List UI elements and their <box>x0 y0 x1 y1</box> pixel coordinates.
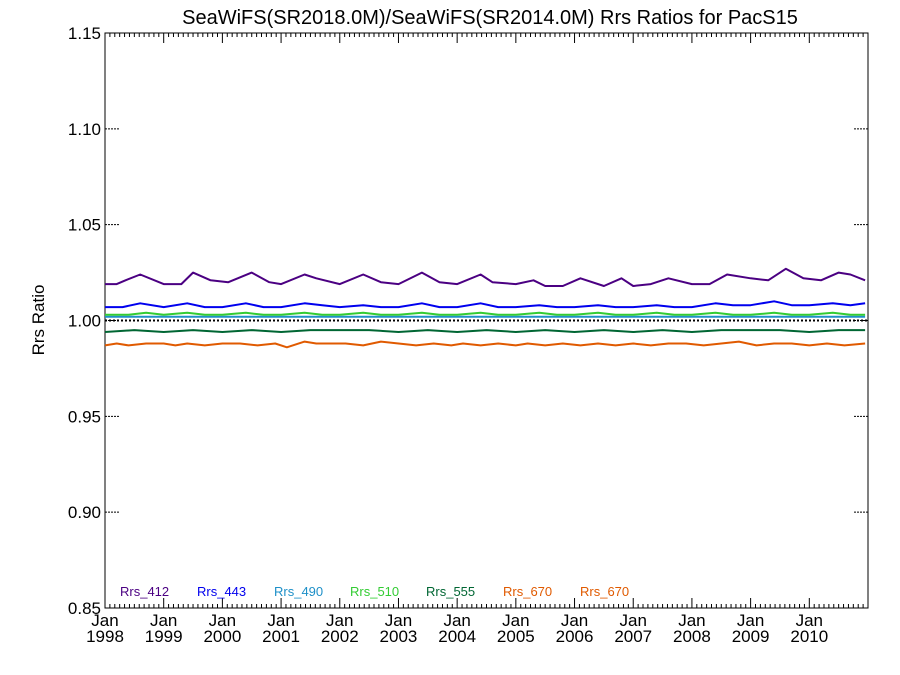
x-tick-label-year: 2010 <box>790 627 828 646</box>
y-tick-label: 1.15 <box>68 24 101 43</box>
x-tick-label-month: Jan <box>326 611 353 630</box>
series-line-rrs-443 <box>105 300 866 309</box>
x-tick-label-month: Jan <box>502 611 529 630</box>
y-axis-label: Rrs Ratio <box>29 285 48 356</box>
x-tick-label-year: 2002 <box>321 627 359 646</box>
x-tick-label-year: 2001 <box>262 627 300 646</box>
x-tick-label-year: 1998 <box>86 627 124 646</box>
x-tick-label-year: 2005 <box>497 627 535 646</box>
series-line-rrs-670 <box>104 340 866 349</box>
series-line-rrs-555 <box>104 329 866 333</box>
series-line-rrs-510 <box>105 311 866 316</box>
y-tick-label: 1.10 <box>68 120 101 139</box>
y-tick-label: 1.05 <box>68 216 101 235</box>
x-tick-label-month: Jan <box>443 611 470 630</box>
legend-item: Rrs_670 <box>503 584 552 599</box>
x-tick-label-month: Jan <box>561 611 588 630</box>
legend-item: Rrs_670 <box>580 584 629 599</box>
y-tick-label: 0.85 <box>68 599 101 618</box>
x-tick-label-year: 2003 <box>380 627 418 646</box>
y-tick-label: 1.00 <box>68 312 101 331</box>
y-tick-label: 0.90 <box>68 503 101 522</box>
legend-item: Rrs_510 <box>350 584 399 599</box>
legend-item: Rrs_412 <box>120 584 169 599</box>
x-tick-label-month: Jan <box>209 611 236 630</box>
plot-area: 0.850.900.951.001.051.101.15Jan1998Jan19… <box>68 24 869 646</box>
legend-item: Rrs_555 <box>426 584 475 599</box>
x-tick-label-year: 2000 <box>203 627 241 646</box>
legend-item: Rrs_490 <box>274 584 323 599</box>
x-tick-label-year: 2006 <box>556 627 594 646</box>
x-tick-label-month: Jan <box>267 611 294 630</box>
x-tick-label-month: Jan <box>620 611 647 630</box>
legend-item: Rrs_443 <box>197 584 246 599</box>
x-tick-label-year: 2008 <box>673 627 711 646</box>
chart-title: SeaWiFS(SR2018.0M)/SeaWiFS(SR2014.0M) Rr… <box>182 7 798 29</box>
x-tick-label-year: 2009 <box>732 627 770 646</box>
x-tick-label-year: 2004 <box>438 627 476 646</box>
x-tick-label-month: Jan <box>796 611 823 630</box>
x-tick-label-year: 1999 <box>145 627 183 646</box>
x-tick-label-month: Jan <box>91 611 118 630</box>
x-tick-label-month: Jan <box>737 611 764 630</box>
x-tick-label-month: Jan <box>385 611 412 630</box>
x-tick-label-month: Jan <box>678 611 705 630</box>
x-tick-label-year: 2007 <box>614 627 652 646</box>
x-tick-label-month: Jan <box>150 611 177 630</box>
series-line-rrs-412 <box>105 267 866 287</box>
y-tick-label: 0.95 <box>68 407 101 426</box>
